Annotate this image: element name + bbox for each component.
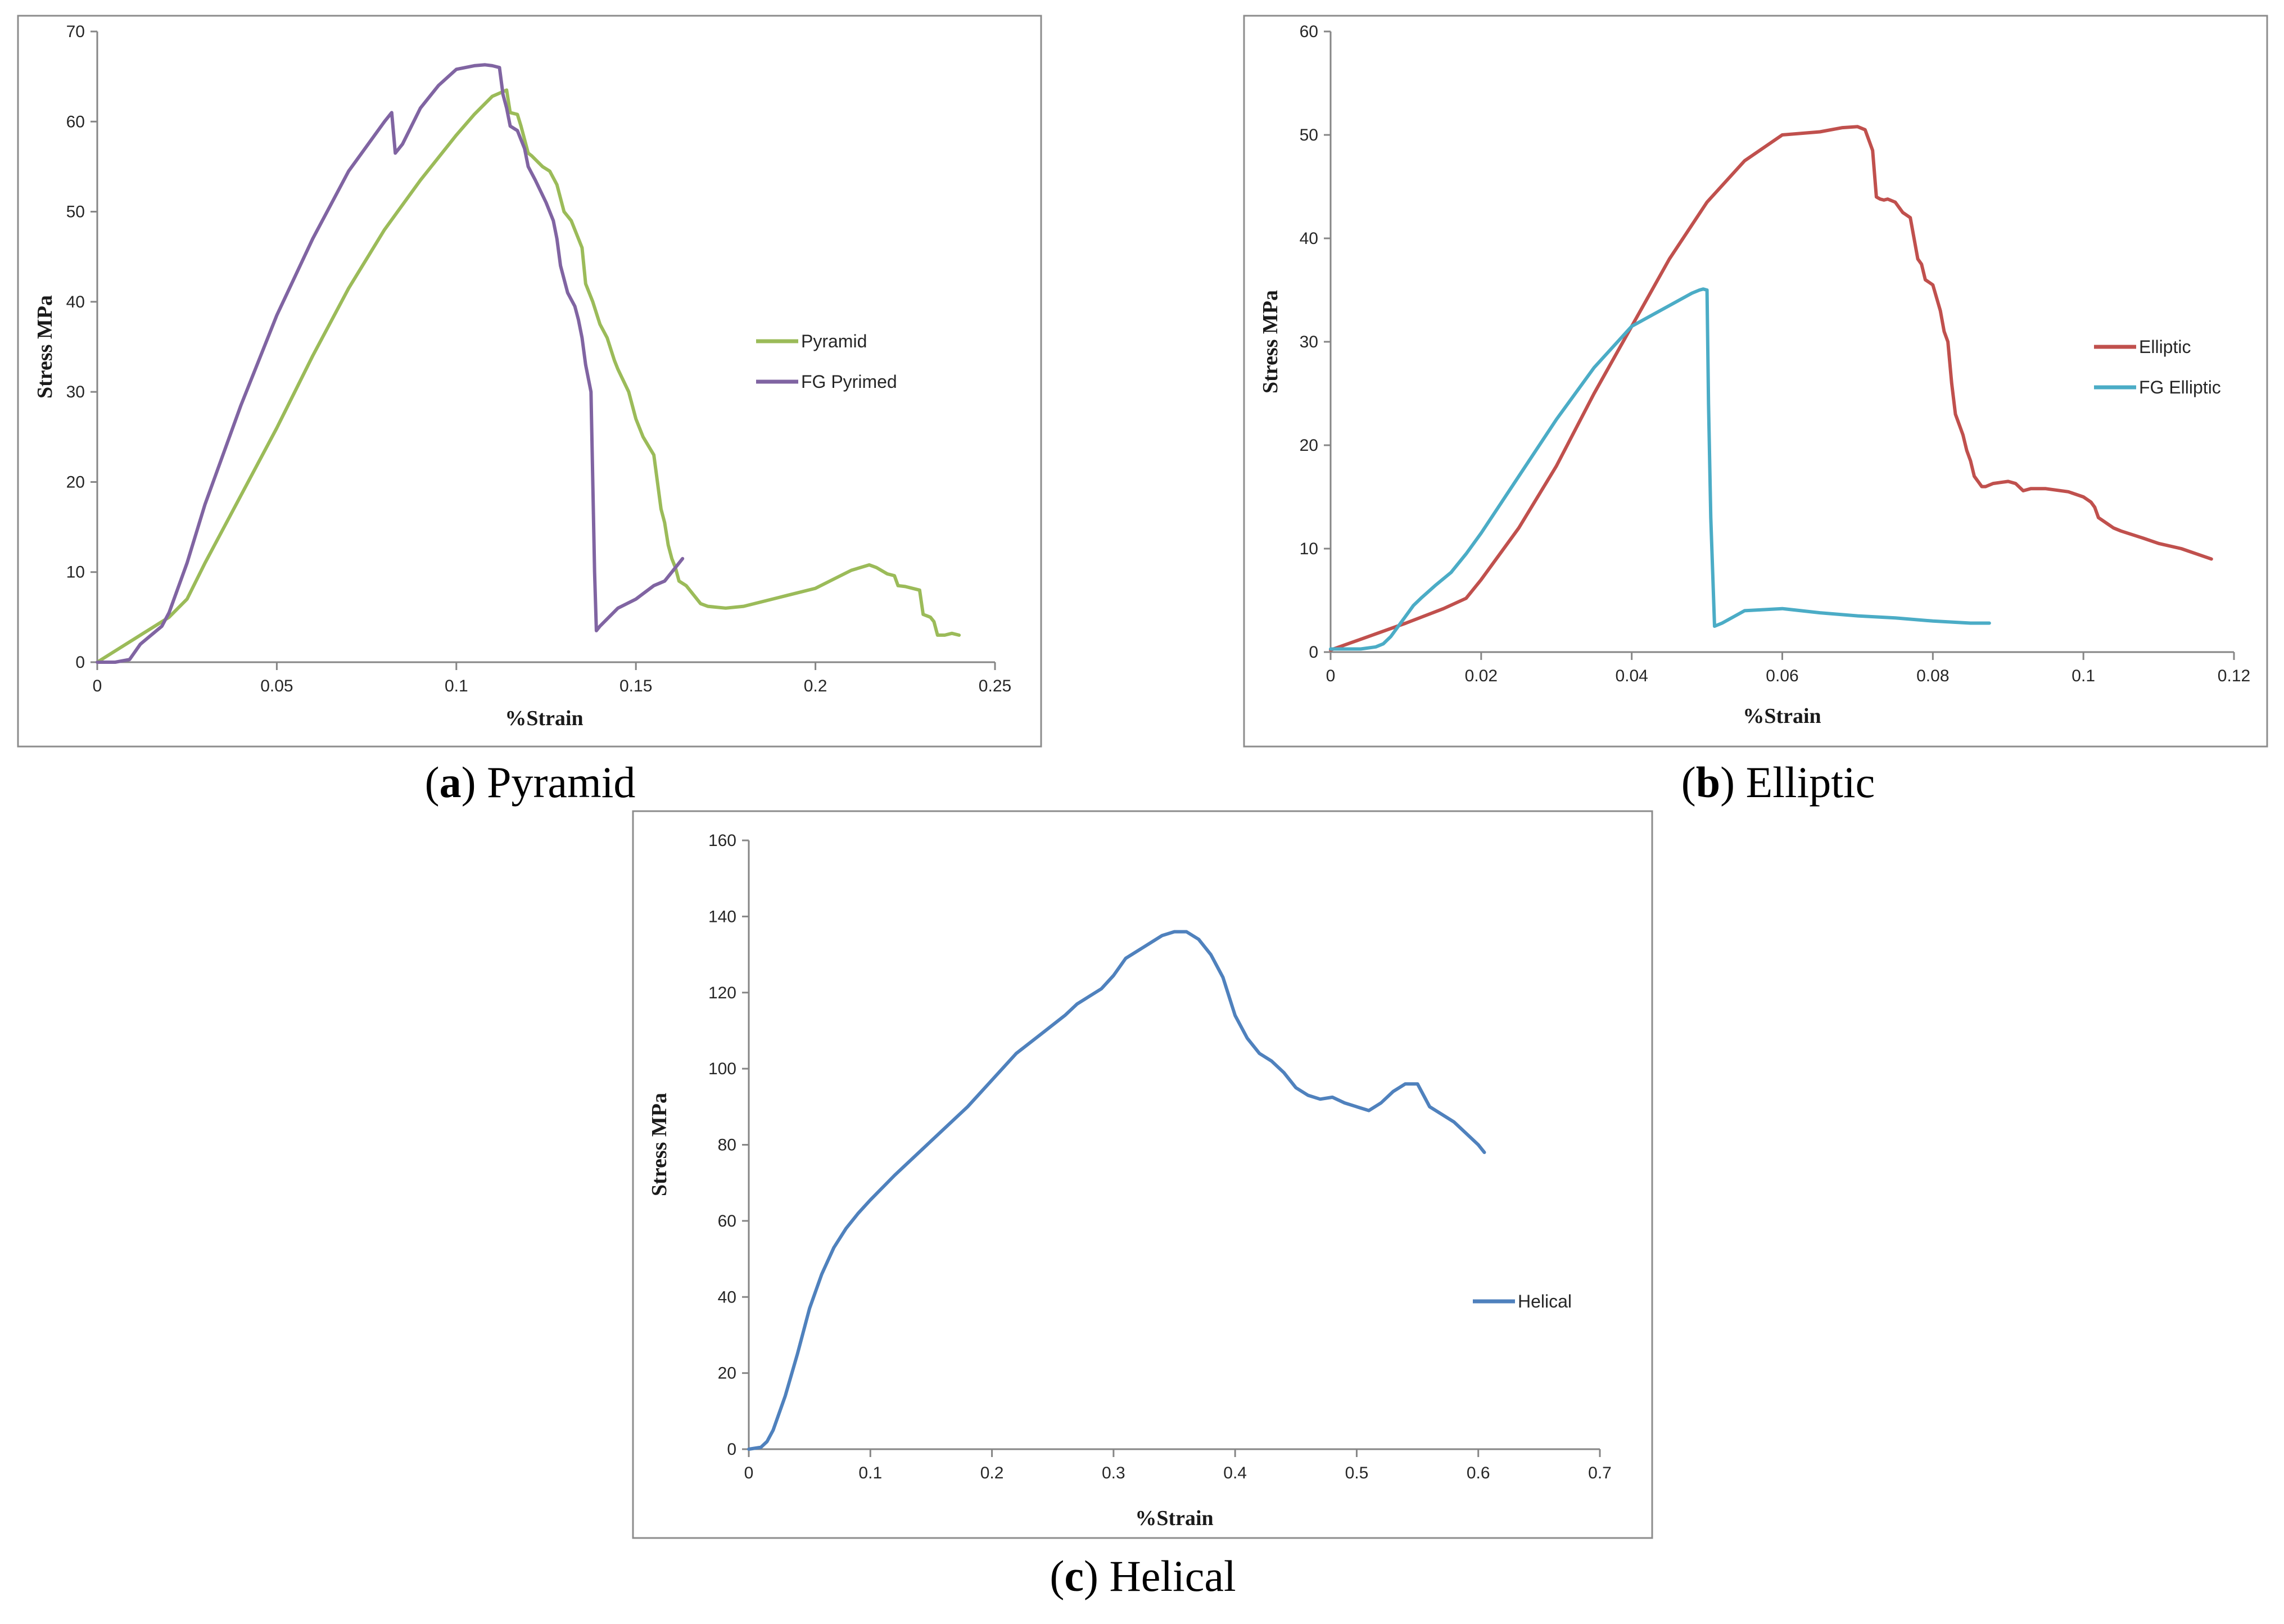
legend-label-fg-elliptic: FG Elliptic (2139, 377, 2221, 397)
y-ticks-c: 0 20 40 60 80 100 120 140 160 (708, 831, 749, 1459)
panel-a: 0 0.05 0.1 0.15 0.2 0.25 0 10 20 30 40 50 60 70 %Str… (17, 15, 1042, 807)
panel-c: 0 0.1 0.2 0.3 0.4 0.5 0.6 0.7 0 20 40 60 80 100 120 14… (632, 810, 1653, 1600)
caption-letter-c: c (1064, 1551, 1084, 1600)
y-tick-label: 10 (66, 563, 85, 582)
y-tick-label: 60 (1300, 22, 1318, 41)
x-tick-label: 0.25 (979, 677, 1011, 695)
x-tick-label: 0.05 (260, 677, 293, 695)
chart-frame-b (1243, 15, 2268, 748)
x-tick-label: 0.02 (1465, 667, 1498, 685)
series-layer-c (747, 930, 1486, 1451)
y-axis-title-a: Stress MPa (33, 295, 57, 399)
x-tick-label: 0 (1326, 667, 1336, 685)
y-ticks-a: 0 10 20 30 40 50 60 70 (66, 22, 97, 672)
legend-a: Pyramid FG Pyrimed (756, 331, 897, 392)
plot-c: 0 0.1 0.2 0.3 0.4 0.5 0.6 0.7 0 20 40 60 80 100 120 14… (648, 831, 1612, 1530)
y-tick-label: 0 (727, 1440, 736, 1459)
x-tick-label: 0.12 (2218, 667, 2250, 685)
legend-label-helical: Helical (1518, 1291, 1572, 1311)
x-tick-label: 0.3 (1102, 1464, 1125, 1482)
y-tick-label: 30 (66, 383, 85, 401)
x-tick-label: 0.4 (1223, 1464, 1247, 1482)
y-tick-label: 140 (708, 907, 736, 926)
plot-a: 0 0.05 0.1 0.15 0.2 0.25 0 10 20 30 40 50 60 70 %Str… (33, 22, 1011, 730)
x-axis-title-c: %Strain (1135, 1507, 1213, 1530)
y-tick-label: 80 (718, 1136, 736, 1155)
y-tick-label: 40 (1300, 229, 1318, 248)
series-line-pyramid (96, 88, 961, 664)
y-tick-label: 60 (66, 112, 85, 131)
y-tick-label: 70 (66, 22, 85, 41)
y-tick-label: 0 (75, 653, 85, 672)
caption-letter-b: b (1696, 758, 1720, 807)
x-ticks-a: 0 0.05 0.1 0.15 0.2 0.25 (93, 662, 1011, 695)
y-tick-label: 10 (1300, 540, 1318, 558)
y-tick-label: 50 (66, 203, 85, 221)
caption-text-c: Helical (1109, 1551, 1236, 1600)
x-tick-label: 0.1 (445, 677, 468, 695)
series-line-elliptic (1329, 125, 2213, 652)
series-line-fg-elliptic (1329, 287, 1991, 651)
y-tick-label: 60 (718, 1212, 736, 1231)
y-tick-label: 20 (1300, 436, 1318, 455)
y-tick-label: 20 (718, 1364, 736, 1383)
x-tick-label: 0 (744, 1464, 754, 1482)
caption-a: (a) Pyramid (425, 758, 636, 807)
y-tick-label: 0 (1309, 643, 1318, 662)
plot-b: 0 0.02 0.04 0.06 0.08 0.1 0.12 0 10 20 30 40 50 60 %… (1259, 22, 2250, 728)
x-tick-label: 0.2 (980, 1464, 1004, 1482)
x-tick-label: 0.15 (619, 677, 652, 695)
x-tick-label: 0.5 (1345, 1464, 1369, 1482)
legend-label-elliptic: Elliptic (2139, 337, 2191, 357)
y-tick-label: 160 (708, 831, 736, 850)
x-tick-label: 0.1 (2072, 667, 2095, 685)
x-tick-label: 0.06 (1766, 667, 1798, 685)
y-axis-title-b: Stress MPa (1259, 290, 1282, 393)
x-tick-label: 0 (93, 677, 102, 695)
x-ticks-b: 0 0.02 0.04 0.06 0.08 0.1 0.12 (1326, 652, 2250, 685)
y-tick-label: 100 (708, 1060, 736, 1078)
x-tick-label: 0.04 (1615, 667, 1648, 685)
caption-letter-a: a (440, 758, 462, 807)
series-layer-a (96, 63, 961, 664)
legend-label-fg-pyrimed: FG Pyrimed (801, 372, 897, 392)
series-line-fg-pyrimed (96, 63, 685, 664)
x-axis-title-b: %Strain (1743, 704, 1821, 728)
x-ticks-c: 0 0.1 0.2 0.3 0.4 0.5 0.6 0.7 (744, 1449, 1612, 1482)
caption-b: (b) Elliptic (1681, 758, 1875, 807)
legend-label-pyramid: Pyramid (801, 331, 867, 351)
chart-frame-a (17, 15, 1042, 748)
legend-c: Helical (1473, 1291, 1572, 1311)
panel-b: 0 0.02 0.04 0.06 0.08 0.1 0.12 0 10 20 30 40 50 60 %… (1243, 15, 2268, 807)
y-tick-label: 30 (1300, 333, 1318, 351)
series-line-helical (747, 930, 1486, 1451)
x-tick-label: 0.2 (804, 677, 827, 695)
x-tick-label: 0.6 (1467, 1464, 1490, 1482)
caption-text-a: Pyramid (487, 758, 635, 807)
y-ticks-b: 0 10 20 30 40 50 60 (1300, 22, 1331, 662)
caption-c: (c) Helical (1050, 1551, 1236, 1600)
y-tick-label: 20 (66, 473, 85, 491)
series-layer-b (1329, 125, 2213, 652)
y-tick-label: 40 (718, 1288, 736, 1306)
y-tick-label: 40 (66, 293, 85, 311)
chart-frame-c (632, 810, 1653, 1539)
x-tick-label: 0.7 (1588, 1464, 1612, 1482)
x-axis-title-a: %Strain (505, 707, 583, 730)
caption-text-b: Elliptic (1746, 758, 1875, 807)
y-tick-label: 50 (1300, 126, 1318, 144)
y-axis-title-c: Stress MPa (648, 1093, 671, 1196)
legend-b: Elliptic FG Elliptic (2094, 337, 2221, 397)
y-tick-label: 120 (708, 984, 736, 1002)
x-tick-label: 0.08 (1916, 667, 1949, 685)
x-tick-label: 0.1 (858, 1464, 882, 1482)
